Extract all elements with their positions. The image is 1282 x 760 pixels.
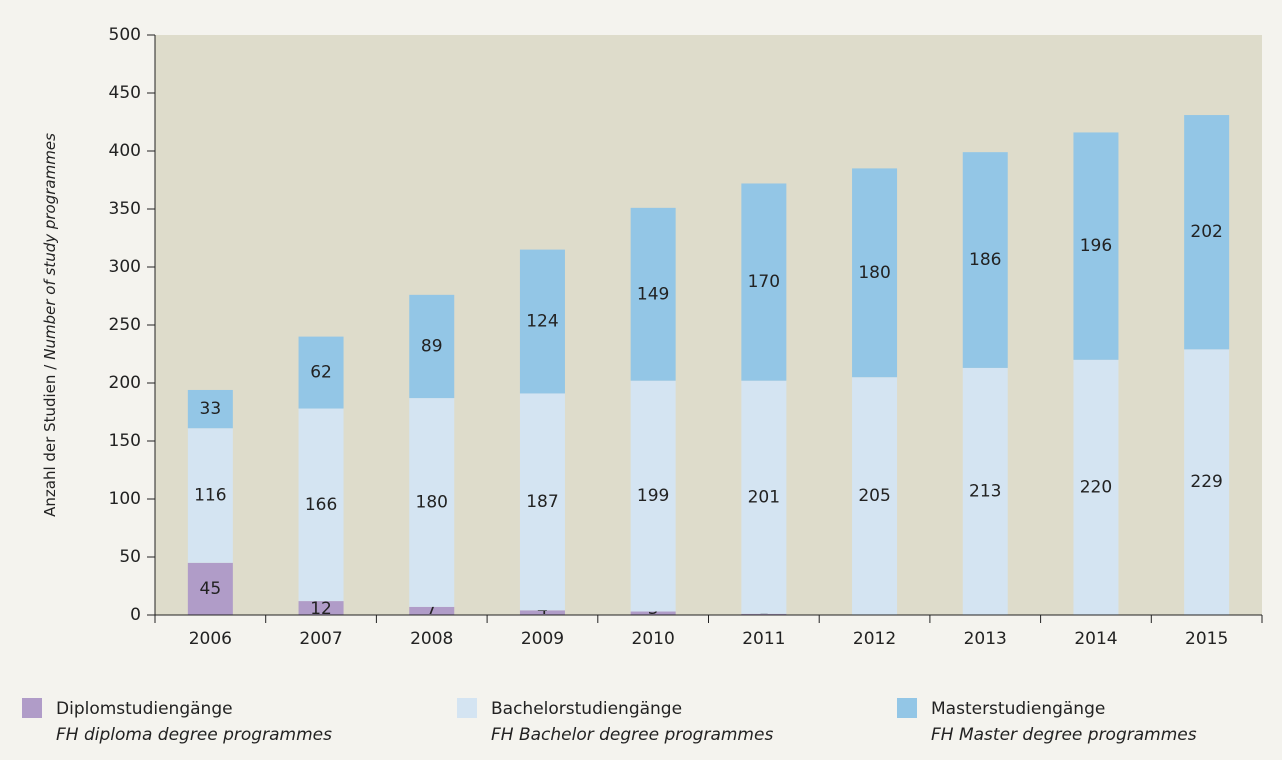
- bar-segment: [298, 601, 344, 615]
- bar-segment: [519, 610, 565, 615]
- bar-segment: [962, 367, 1008, 615]
- bar-segment: [630, 380, 676, 612]
- x-tick-label: 2007: [299, 629, 342, 649]
- bar-segment: [962, 152, 1008, 368]
- y-tick-label: 450: [109, 83, 141, 103]
- data-label: 220: [1080, 477, 1112, 497]
- x-tick-label: 2011: [742, 629, 785, 649]
- x-tick-label: 2010: [632, 629, 675, 649]
- bar-segment: [630, 611, 676, 615]
- x-tick-label: 2014: [1074, 629, 1117, 649]
- bar-segment: [1073, 359, 1119, 615]
- data-label: 116: [194, 486, 226, 506]
- bar-segment: [1073, 132, 1119, 360]
- data-label: 199: [637, 486, 669, 506]
- x-tick-label: 2008: [410, 629, 453, 649]
- y-axis-label: Anzahl der Studien / Number of study prog…: [41, 133, 59, 517]
- data-label: 166: [305, 495, 337, 515]
- bar-segment: [519, 393, 565, 611]
- data-label: 7: [426, 599, 437, 619]
- bar-segment: [630, 207, 676, 381]
- legend-swatch: [457, 698, 477, 718]
- y-tick-label: 350: [109, 199, 141, 219]
- y-tick-label: 200: [109, 373, 141, 393]
- legend-label: Masterstudiengänge: [931, 699, 1105, 719]
- y-axis-label-en: Number of study programmes: [41, 133, 59, 360]
- bar-segment: [1184, 349, 1230, 615]
- data-label: 180: [858, 263, 890, 283]
- data-label: 201: [748, 487, 780, 507]
- y-tick-label: 250: [109, 315, 141, 335]
- bar-segment: [298, 408, 344, 602]
- bar-segment: [298, 336, 344, 409]
- data-label: 89: [421, 336, 443, 356]
- legend-label: Diplomstudiengänge: [56, 699, 233, 719]
- bar-segment: [409, 294, 455, 399]
- x-tick-label: 2013: [964, 629, 1007, 649]
- bar-segment: [852, 377, 898, 615]
- data-label: 149: [637, 284, 669, 304]
- data-label: 202: [1190, 222, 1222, 242]
- data-label: 45: [200, 579, 222, 599]
- y-tick-label: 400: [109, 141, 141, 161]
- bar-segment: [741, 183, 787, 381]
- data-label: 33: [200, 399, 222, 419]
- x-tick-label: 2015: [1185, 629, 1228, 649]
- y-tick-label: 500: [109, 25, 141, 45]
- legend-label: Bachelorstudiengänge: [491, 699, 682, 719]
- bar-segment: [187, 389, 233, 429]
- y-axis-label-de: Anzahl der Studien /: [41, 364, 59, 517]
- data-label: 62: [310, 363, 332, 383]
- data-label: 213: [969, 481, 1001, 501]
- bar-segment: [741, 613, 787, 615]
- y-tick-label: 100: [109, 489, 141, 509]
- data-label: 187: [526, 492, 558, 512]
- data-label: 229: [1190, 472, 1222, 492]
- data-label: 124: [526, 312, 558, 332]
- legend-swatch: [897, 698, 917, 718]
- bar-segment: [1184, 115, 1230, 350]
- x-tick-label: 2012: [853, 629, 896, 649]
- y-tick-label: 300: [109, 257, 141, 277]
- data-label: 186: [969, 250, 1001, 270]
- x-tick-label: 2006: [189, 629, 232, 649]
- data-label: 180: [416, 492, 448, 512]
- data-label: 170: [748, 272, 780, 292]
- legend-label-en: FH Master degree programmes: [931, 725, 1197, 745]
- legend-label-en: FH Bachelor degree programmes: [491, 725, 773, 745]
- bar-segment: [187, 562, 233, 615]
- y-tick-label: 0: [130, 605, 141, 625]
- data-label: 205: [858, 486, 890, 506]
- data-label: 196: [1080, 236, 1112, 256]
- bar-segment: [187, 428, 233, 563]
- bar-segment: [741, 380, 787, 614]
- y-tick-label: 150: [109, 431, 141, 451]
- y-tick-label: 50: [119, 547, 141, 567]
- legend-label-en: FH diploma degree programmes: [56, 725, 332, 745]
- data-label: 12: [310, 599, 332, 619]
- bar-segment: [409, 398, 455, 607]
- x-tick-label: 2009: [521, 629, 564, 649]
- bar-segment: [852, 168, 898, 378]
- legend-swatch: [22, 698, 42, 718]
- bar-segment: [519, 249, 565, 394]
- bar-segment: [409, 606, 455, 615]
